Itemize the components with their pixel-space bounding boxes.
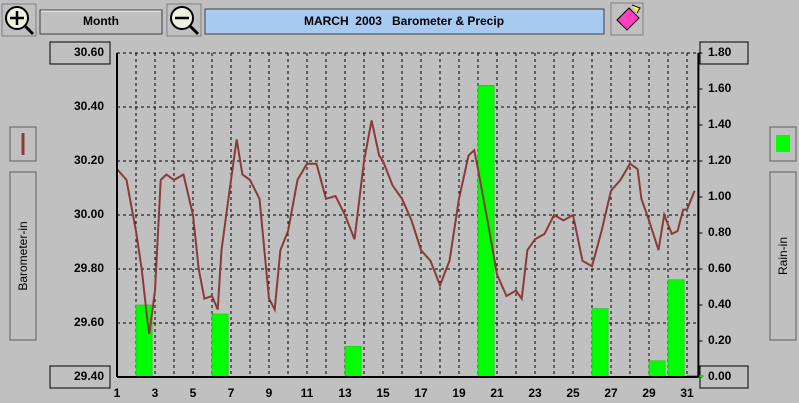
x-tick-label: 19 [452, 386, 466, 400]
y2-tick-label: 1.40 [708, 117, 732, 131]
legend-bar-button[interactable]: Rain-in [769, 171, 797, 341]
x-tick-label: 17 [414, 386, 428, 400]
y2-tick-label: 0.00 [708, 369, 732, 383]
x-tick-label: 25 [566, 386, 580, 400]
x-tick-label: 21 [490, 386, 504, 400]
chart-title: MARCH 2003 Barometer & Precip [304, 14, 504, 28]
bar [591, 308, 609, 378]
bar [344, 346, 362, 378]
tick-label-box [49, 41, 111, 65]
legend-line-button[interactable]: Barometer-in [9, 171, 37, 341]
bar [211, 313, 229, 378]
title-box [204, 8, 605, 35]
legend-label: Barometer-in [16, 221, 30, 290]
x-tick-label: 13 [338, 386, 352, 400]
y-tick-label: 30.00 [74, 207, 104, 221]
zoom-in-button[interactable] [1, 3, 37, 37]
x-tick-label: 27 [604, 386, 618, 400]
y2-tick-label: 0.80 [708, 225, 732, 239]
bar [648, 360, 666, 378]
x-tick-label: 5 [190, 386, 197, 400]
x-tick-label: 29 [642, 386, 656, 400]
y-tick-label: 30.40 [74, 99, 104, 113]
y-tick-label: 30.60 [74, 45, 104, 59]
legend-label: Rain-in [776, 237, 790, 275]
bar [477, 85, 495, 378]
y-tick-label: 29.40 [74, 369, 104, 383]
x-tick-label: 7 [228, 386, 235, 400]
x-tick-label: 15 [376, 386, 390, 400]
legend-bar-swatch[interactable] [769, 126, 797, 162]
y-tick-label: 29.60 [74, 315, 104, 329]
x-tick-label: 1 [114, 386, 121, 400]
legend-line-swatch[interactable] [9, 126, 37, 162]
plot-area: 29.4029.6029.8030.0030.2030.4030.600.000… [49, 41, 749, 400]
y2-tick-label: 1.20 [708, 153, 732, 167]
tick-label-box [49, 365, 111, 389]
bar [135, 304, 153, 378]
y2-tick-label: 1.00 [708, 189, 732, 203]
period-label: Month [83, 14, 119, 28]
y2-tick-label: 0.20 [708, 333, 732, 347]
period-button[interactable]: Month [39, 9, 163, 35]
y2-tick-label: 1.60 [708, 81, 732, 95]
x-tick-label: 11 [301, 386, 314, 400]
x-tick-label: 23 [528, 386, 542, 400]
zoom-out-button[interactable] [166, 3, 202, 37]
clear-button[interactable] [610, 2, 644, 36]
barometer-line [116, 120, 696, 334]
y2-tick-label: 0.40 [708, 297, 732, 311]
x-tick-label: 9 [266, 386, 273, 400]
bar [667, 279, 685, 378]
x-tick-label: 31 [680, 386, 694, 400]
y-tick-label: 29.80 [74, 261, 104, 275]
y2-tick-label: 0.60 [708, 261, 732, 275]
y2-tick-label: 1.80 [708, 45, 732, 59]
x-tick-label: 3 [152, 386, 159, 400]
y-tick-label: 30.20 [74, 153, 104, 167]
